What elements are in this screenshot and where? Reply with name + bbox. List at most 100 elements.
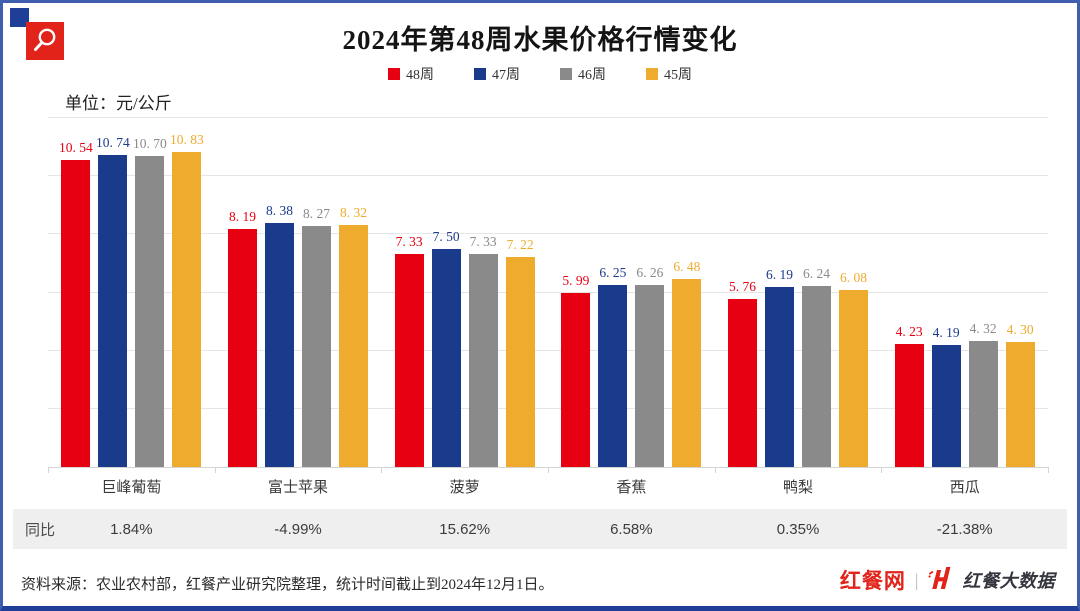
bar-value-label: 6. 24 (802, 265, 830, 281)
yoy-comparison-row: 同比 1.84% -4.99% 15.62% 6.58% 0.35% -21.38% (13, 509, 1067, 549)
gridline-10 (48, 175, 1048, 177)
bar-value-label: 6. 25 (599, 265, 627, 281)
yoy-row-label: 同比 (25, 521, 56, 539)
category-label-香蕉: 香蕉 (616, 480, 647, 496)
bar-46周-菠萝: 7. 33 (468, 234, 498, 467)
category-label-巨峰葡萄: 巨峰葡萄 (101, 480, 162, 496)
brand-site-name: 红餐网 (839, 570, 906, 593)
yoy-value-西瓜: -21.38% (936, 520, 993, 538)
yoy-value-富士苹果: -4.99% (274, 520, 322, 538)
bar-46周-巨峰葡萄: 10. 70 (133, 136, 167, 467)
bar-48周-菠萝: 7. 33 (394, 234, 424, 467)
bar-47周-巨峰葡萄: 10. 74 (96, 135, 130, 467)
brand-footer: 红餐网 | 红餐大数据 (840, 565, 1055, 595)
bar-value-label: 6. 08 (839, 270, 867, 286)
bar-48周-香蕉: 5. 99 (561, 273, 591, 467)
magnifier-icon (34, 28, 56, 51)
axis-tick (48, 467, 49, 473)
yoy-value-巨峰葡萄: 1.84% (110, 520, 153, 538)
bar-group-西瓜: 4. 23 4. 19 4. 32 4. 30 (881, 118, 1048, 467)
bar-45周-鸭梨: 6. 08 (838, 270, 868, 467)
bar-46周-鸭梨: 6. 24 (801, 266, 831, 467)
gridline-4 (48, 349, 1048, 351)
legend-swatch-icon (646, 68, 658, 80)
bar-45周-富士苹果: 8. 32 (338, 205, 368, 467)
bar-47周-菠萝: 7. 50 (431, 229, 461, 467)
bar-value-label: 7. 33 (469, 233, 497, 249)
bar-46周-香蕉: 6. 26 (635, 265, 665, 467)
bar-value-label: 4. 30 (1006, 321, 1034, 337)
brand-data-name: 红餐大数据 (962, 571, 1055, 591)
unit-label: 单位：元/公斤 (65, 94, 172, 113)
bar-value-label: 8. 38 (265, 203, 293, 219)
legend-label: 48周 (406, 68, 434, 83)
bar-value-label: 7. 22 (506, 237, 534, 253)
bar-48周-西瓜: 4. 23 (894, 324, 924, 467)
bar-value-label: 6. 26 (636, 264, 664, 280)
bar-47周-香蕉: 6. 25 (598, 265, 628, 467)
bar-48周-巨峰葡萄: 10. 54 (59, 140, 93, 467)
bar-value-label: 4. 19 (932, 325, 960, 341)
gridline-8 (48, 233, 1048, 235)
bar-47周-鸭梨: 6. 19 (764, 267, 794, 467)
legend-swatch-icon (474, 68, 486, 80)
bar-46周-西瓜: 4. 32 (968, 321, 998, 467)
bar-group-香蕉: 5. 99 6. 25 6. 26 6. 48 (548, 118, 715, 467)
category-label-西瓜: 西瓜 (949, 480, 980, 496)
bar-value-label: 4. 23 (895, 323, 923, 339)
bar-45周-香蕉: 6. 48 (672, 259, 702, 467)
axis-tick (881, 467, 883, 473)
bar-45周-巨峰葡萄: 10. 83 (170, 132, 204, 467)
bar-value-label: 6. 19 (765, 266, 793, 282)
gridline-2 (48, 407, 1048, 409)
legend-swatch-icon (560, 68, 572, 80)
bar-value-label: 8. 19 (228, 208, 256, 224)
bar-group-富士苹果: 8. 19 8. 38 8. 27 8. 32 (215, 118, 382, 467)
legend-item-46周: 46周 (560, 64, 606, 84)
bar-value-label: 10. 70 (132, 135, 167, 151)
legend-item-48周: 48周 (388, 64, 434, 84)
legend-swatch-icon (388, 68, 400, 80)
bar-48周-富士苹果: 8. 19 (227, 209, 257, 467)
bar-47周-富士苹果: 8. 38 (264, 203, 294, 467)
yoy-value-菠萝: 15.62% (439, 520, 491, 538)
bar-value-label: 10. 74 (95, 134, 130, 150)
bar-value-label: 8. 32 (339, 205, 367, 221)
bar-value-label: 5. 76 (728, 279, 756, 295)
legend-label: 46周 (578, 68, 606, 83)
bar-value-label: 8. 27 (302, 206, 330, 222)
category-label-鸭梨: 鸭梨 (783, 480, 814, 496)
bar-group-鸭梨: 5. 76 6. 19 6. 24 6. 08 (715, 118, 882, 467)
bar-value-label: 6. 48 (673, 258, 701, 274)
bar-47周-西瓜: 4. 19 (931, 325, 961, 467)
axis-tick (714, 467, 716, 473)
axis-tick (214, 467, 216, 473)
bar-value-label: 5. 99 (562, 272, 590, 288)
legend-label: 47周 (492, 68, 520, 83)
bar-group-巨峰葡萄: 10. 54 10. 74 10. 70 10. 83 (48, 118, 215, 467)
bar-chart-plot-area: 10. 54 10. 74 10. 70 10. 83 8. 19 8. 38 8. 27 8… (48, 117, 1048, 467)
legend-label: 45周 (664, 68, 692, 83)
magnifier-badge (26, 22, 64, 60)
data-source-note: 资料来源：农业农村部，红餐产业研究院整理，统计时间截止到2024年12月1日。 (21, 577, 554, 593)
bar-48周-鸭梨: 5. 76 (727, 279, 757, 467)
bar-value-label: 10. 83 (169, 132, 204, 148)
chart-legend: 48周 47周 46周 45周 (3, 64, 1077, 84)
bar-45周-菠萝: 7. 22 (505, 237, 535, 467)
bar-value-label: 7. 33 (395, 233, 423, 249)
legend-item-45周: 45周 (646, 64, 692, 84)
brand-separator: | (914, 569, 919, 590)
category-axis-labels: 巨峰葡萄 富士苹果 菠萝 香蕉 鸭梨 西瓜 (48, 476, 1048, 497)
legend-item-47周: 47周 (474, 64, 520, 84)
bar-value-label: 10. 54 (58, 140, 93, 156)
bar-45周-西瓜: 4. 30 (1005, 322, 1035, 467)
bar-46周-富士苹果: 8. 27 (301, 206, 331, 467)
gridline-6 (48, 291, 1048, 293)
gridline-12 (48, 117, 1048, 118)
bar-group-菠萝: 7. 33 7. 50 7. 33 7. 22 (381, 118, 548, 467)
bar-value-label: 7. 50 (432, 228, 460, 244)
page-title: 2024年第48周水果价格行情变化 (342, 25, 738, 55)
axis-tick (1048, 467, 1049, 473)
category-label-菠萝: 菠萝 (449, 480, 480, 496)
